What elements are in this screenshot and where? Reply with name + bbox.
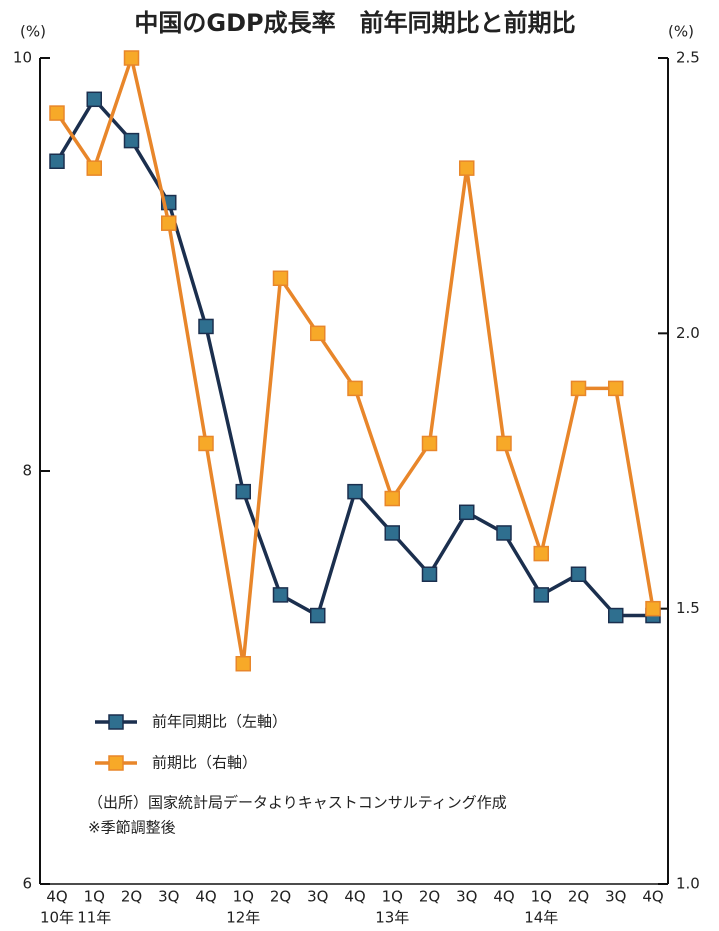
chart-title: 中国のGDP成長率 前年同期比と前期比 [134,9,575,37]
point [421,566,438,582]
x-tick-label: 4Q [195,888,216,906]
x-year-label: 11年 [77,909,111,927]
y-unit: (%) [20,23,46,41]
x-tick-label: 3Q [158,888,179,906]
point [235,483,251,500]
point [570,566,587,582]
point [198,318,214,335]
point [235,655,251,672]
note: ※季節調整後 [88,819,176,837]
y2-tick-label: 2.0 [676,324,700,342]
legend-marker [108,714,124,730]
point [272,587,289,603]
point [347,380,363,397]
x-tick-label: 2Q [419,888,440,906]
point [198,435,214,452]
x-year-label: 13年 [375,909,409,927]
point [496,525,512,541]
point [459,504,475,521]
x-tick-label: 2Q [121,888,142,906]
point [533,545,549,562]
legend-label: 前期比（右軸） [152,754,257,772]
note: （出所）国家統計局データよりキャストコンサルティング作成 [88,794,507,812]
x-tick-label: 3Q [456,888,477,906]
x-tick-label: 1Q [531,888,552,906]
x-tick-label: 1Q [233,888,254,906]
x-tick-label: 2Q [568,888,589,906]
point [310,325,326,342]
point [645,600,661,617]
x-year-label: 12年 [226,909,260,927]
y-tick-label: 10 [13,49,32,67]
y-tick-label: 8 [22,462,32,480]
point [49,153,65,169]
y2-unit: (%) [668,23,694,41]
point [86,91,102,108]
point [272,270,289,287]
point [384,525,400,541]
x-tick-label: 4Q [642,888,663,906]
point [123,132,140,149]
y2-tick-label: 2.5 [676,49,700,67]
point [347,483,363,500]
point [459,160,475,176]
point [86,160,102,176]
y2-tick-label: 1.5 [676,599,700,617]
point [608,380,624,397]
y2-tick-label: 1.0 [676,875,700,893]
point [533,587,549,603]
y-tick-label: 6 [22,875,32,893]
x-tick-label: 1Q [382,888,403,906]
point [161,215,177,231]
x-tick-label: 3Q [605,888,626,906]
point [608,607,624,624]
legend-label: 前年同期比（左軸） [152,713,287,731]
x-tick-label: 2Q [270,888,291,906]
x-year-label: 10年 [40,909,74,927]
x-year-label: 14年 [524,909,558,927]
point [49,105,65,121]
point [421,435,438,452]
point [123,50,140,66]
x-tick-label: 3Q [307,888,328,906]
point [496,435,512,452]
point [310,607,326,624]
x-tick-label: 4Q [46,888,67,906]
point [384,490,400,507]
series-line [55,96,653,619]
series-line [55,51,655,665]
point [570,380,587,397]
x-tick-label: 1Q [84,888,105,906]
x-tick-label: 4Q [493,888,514,906]
legend-marker [108,755,124,771]
x-tick-label: 4Q [344,888,365,906]
